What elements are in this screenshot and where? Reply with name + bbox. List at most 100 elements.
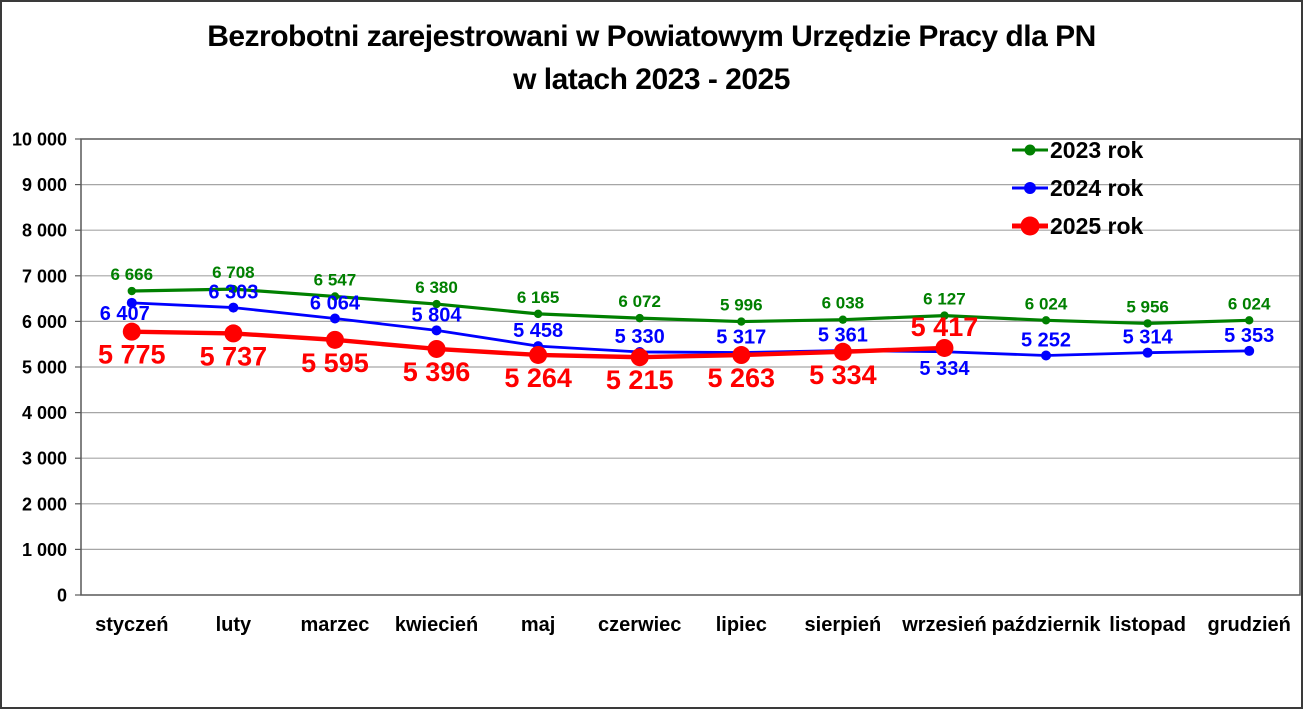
- data-label: 5 334: [809, 360, 877, 390]
- data-label: 6 303: [208, 282, 258, 304]
- data-point: [737, 317, 746, 326]
- series-line-2024-rok: [130, 301, 1251, 357]
- data-label: 6 666: [111, 265, 154, 284]
- data-label: 6 024: [1228, 294, 1271, 313]
- data-point: [330, 292, 340, 301]
- x-axis-label: wrzesień: [901, 614, 986, 636]
- data-label: 6 165: [517, 288, 560, 307]
- data-label: 6 024: [1025, 294, 1068, 313]
- y-axis-label: 0: [57, 586, 67, 606]
- data-point: [224, 324, 243, 343]
- y-axis-label: 5 000: [22, 358, 67, 378]
- data-label: 5 215: [606, 365, 674, 395]
- data-label: 5 396: [403, 357, 471, 387]
- legend-marker-2024-icon: [1012, 177, 1048, 199]
- legend-item-2023-rok: 2023 rok: [1012, 131, 1143, 169]
- data-point: [1142, 347, 1153, 358]
- legend-label-2023: 2023 rok: [1050, 136, 1144, 163]
- y-axis-label: 10 000: [12, 130, 67, 150]
- data-point: [940, 311, 949, 320]
- data-label: 5 996: [720, 296, 763, 315]
- data-label: 5 353: [1224, 325, 1274, 347]
- legend-item-2024-rok: 2024 rok: [1012, 169, 1143, 207]
- data-label: 5 361: [818, 325, 868, 347]
- y-axis-label: 1 000: [22, 540, 67, 560]
- data-label: 5 458: [513, 320, 563, 342]
- plot-border: [80, 138, 1301, 596]
- y-axis-label: 2 000: [22, 494, 67, 514]
- legend-marker-2025-icon: [1012, 215, 1048, 237]
- data-label: 5 314: [1123, 327, 1174, 349]
- y-axis-label: 9 000: [22, 175, 67, 195]
- data-label: 5 263: [708, 363, 776, 393]
- chart-title-line2: w latach 2023 - 2025: [513, 63, 790, 96]
- series-line-2023-rok: [130, 287, 1251, 326]
- legend-item-2025-rok: 2025 rok: [1012, 207, 1143, 245]
- x-axis-label: styczeń: [95, 614, 168, 636]
- data-label: 5 417: [911, 312, 979, 342]
- chart-title: Bezrobotni zarejestrowani w Powiatowym U…: [2, 15, 1301, 101]
- legend-label-2025: 2025 rok: [1050, 212, 1144, 239]
- data-label: 5 330: [615, 326, 665, 348]
- data-point: [126, 297, 137, 308]
- data-label: 5 595: [301, 348, 369, 378]
- data-label: 6 064: [310, 292, 361, 314]
- data-point: [1143, 319, 1152, 328]
- x-axis-label: listopad: [1109, 614, 1186, 636]
- data-point: [533, 309, 543, 319]
- data-point: [325, 330, 344, 349]
- data-point: [529, 345, 548, 364]
- data-point: [122, 322, 141, 341]
- x-axis-label: maj: [521, 614, 555, 636]
- data-label: 5 334: [919, 358, 970, 380]
- data-point: [229, 284, 238, 294]
- data-point: [127, 286, 136, 296]
- data-point: [1041, 316, 1051, 325]
- data-label: 5 804: [412, 304, 463, 326]
- data-point: [630, 348, 649, 367]
- chart-title-line1: Bezrobotni zarejestrowani w Powiatowym U…: [207, 20, 1096, 53]
- y-axis-label: 3 000: [22, 449, 67, 469]
- x-axis-label: grudzień: [1208, 614, 1291, 636]
- y-axis-label: 7 000: [22, 266, 67, 286]
- data-label: 6 127: [923, 290, 966, 309]
- x-axis-label: październik: [992, 614, 1102, 636]
- data-label: 5 252: [1021, 330, 1071, 352]
- data-label: 5 317: [716, 327, 766, 349]
- x-axis-label: luty: [216, 614, 252, 636]
- y-axis-label: 6 000: [22, 312, 67, 332]
- data-point: [833, 342, 852, 361]
- data-point: [427, 339, 446, 358]
- data-point: [228, 302, 239, 313]
- data-point: [1244, 345, 1255, 356]
- y-axis-label: 4 000: [22, 403, 67, 423]
- data-point: [838, 315, 848, 324]
- legend: 2023 rok 2024 rok 2025 rok: [1012, 131, 1143, 245]
- data-point: [732, 346, 751, 365]
- x-axis-label: sierpień: [805, 614, 882, 636]
- x-axis-label: lipiec: [716, 614, 767, 636]
- data-point: [1041, 350, 1052, 361]
- data-label: 6 038: [822, 294, 865, 313]
- data-point: [935, 338, 954, 357]
- data-label: 6 708: [212, 263, 255, 282]
- data-label: 6 072: [618, 292, 661, 311]
- x-axis-label: kwiecień: [395, 614, 478, 636]
- x-axis-label: czerwiec: [598, 614, 681, 636]
- data-label: 6 547: [314, 270, 357, 289]
- y-axis-label: 8 000: [22, 221, 67, 241]
- data-label: 5 264: [504, 363, 572, 393]
- data-label: 6 407: [100, 303, 150, 325]
- legend-marker-2023-icon: [1012, 139, 1048, 161]
- data-point: [431, 325, 442, 336]
- data-point: [635, 313, 644, 323]
- data-point: [432, 299, 441, 309]
- data-label: 6 380: [415, 278, 458, 297]
- x-axis-label: marzec: [300, 614, 369, 636]
- data-point: [1245, 316, 1254, 325]
- legend-label-2024: 2024 rok: [1050, 174, 1144, 201]
- data-label: 5 775: [98, 340, 166, 370]
- data-label: 5 737: [200, 341, 268, 371]
